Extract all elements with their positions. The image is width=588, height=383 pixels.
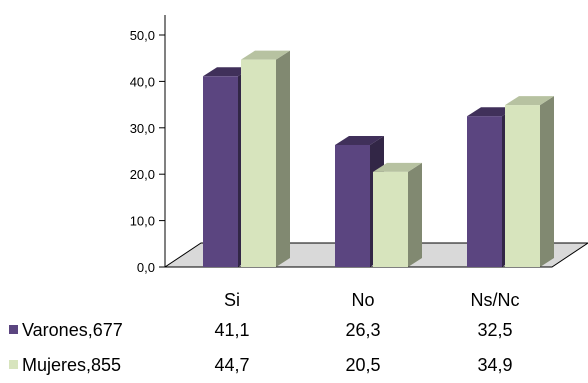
legend-swatch bbox=[9, 325, 18, 334]
data-table-value: 32,5 bbox=[477, 320, 512, 340]
y-tick-label: 50,0 bbox=[130, 28, 155, 43]
y-tick-label: 30,0 bbox=[130, 121, 155, 136]
data-table-value: 26,3 bbox=[345, 320, 380, 340]
bar-si-series-2 bbox=[241, 50, 290, 268]
bar-front bbox=[467, 116, 502, 267]
bar-side bbox=[540, 96, 554, 268]
bar-front bbox=[241, 59, 276, 268]
y-tick-label: 20,0 bbox=[130, 167, 155, 182]
bar-nsnc-series-2 bbox=[505, 96, 554, 268]
category-label: Ns/Nc bbox=[471, 290, 520, 310]
y-tick-label: 0,0 bbox=[137, 260, 155, 275]
bar-side bbox=[408, 162, 422, 267]
category-label: No bbox=[351, 290, 374, 310]
bar-top bbox=[203, 67, 252, 77]
bar-front bbox=[373, 171, 408, 267]
bar-top bbox=[467, 107, 516, 117]
legend-label: Mujeres,855 bbox=[22, 355, 121, 375]
data-table-value: 20,5 bbox=[345, 355, 380, 375]
data-table-value: 44,7 bbox=[214, 355, 249, 375]
bar-no-series-2 bbox=[373, 162, 422, 267]
bar-top bbox=[505, 96, 554, 106]
bar-top bbox=[373, 162, 422, 172]
y-tick-label: 10,0 bbox=[130, 214, 155, 229]
bar-side bbox=[276, 50, 290, 268]
data-table-value: 41,1 bbox=[214, 320, 249, 340]
bar-front bbox=[203, 76, 238, 268]
bar-top bbox=[241, 50, 290, 60]
bar-top bbox=[335, 135, 384, 145]
legend-label: Varones,677 bbox=[22, 320, 123, 340]
bar-front bbox=[335, 144, 370, 267]
legend-swatch bbox=[9, 360, 18, 369]
data-table-value: 34,9 bbox=[477, 355, 512, 375]
category-label: Si bbox=[224, 290, 240, 310]
bar-front bbox=[505, 105, 540, 268]
y-tick-label: 40,0 bbox=[130, 74, 155, 89]
